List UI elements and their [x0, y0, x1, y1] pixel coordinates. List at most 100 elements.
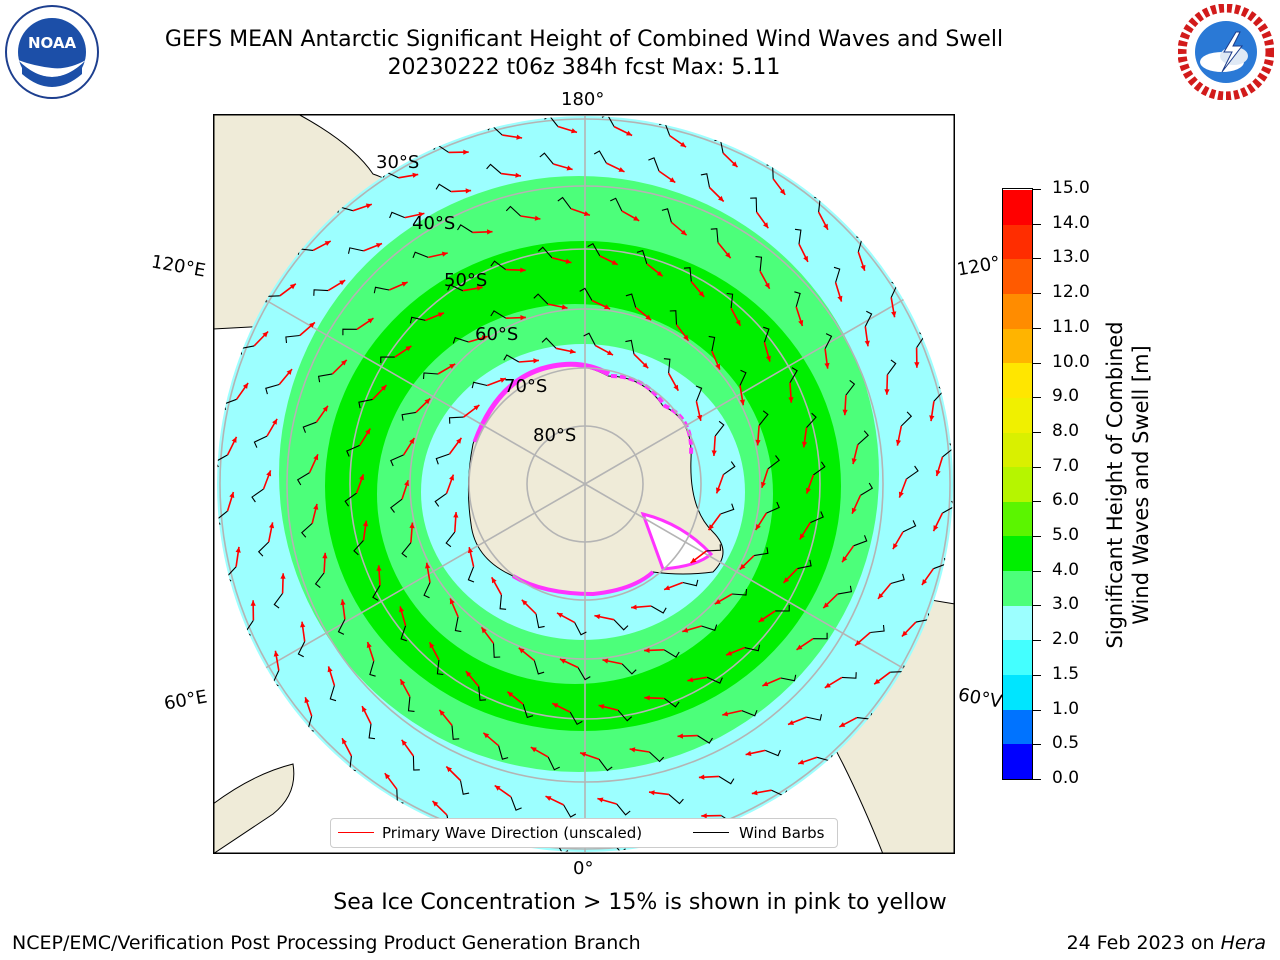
- wind-barb: [313, 289, 329, 296]
- wind-barb: [890, 573, 905, 585]
- wind-barb: [314, 572, 325, 589]
- wind-barb: [720, 503, 735, 515]
- wind-barb: [775, 605, 790, 612]
- wind-barb: [353, 540, 364, 556]
- wind-barb: [574, 622, 587, 636]
- colorbar-title: Significant Height of Combined Wind Wave…: [1102, 321, 1154, 648]
- lon-label-top: 180°: [561, 89, 605, 110]
- wave-arrow-head: [798, 320, 804, 326]
- wave-arrow-head: [598, 704, 605, 710]
- lat-label-70s: 70°S: [504, 376, 548, 397]
- wave-arrow-head: [313, 503, 319, 510]
- wave-arrow-head: [429, 642, 435, 649]
- colorbar-tick-label: 10.0: [1052, 351, 1090, 372]
- wave-arrow-head: [629, 747, 636, 753]
- wave-arrow-head: [764, 282, 770, 289]
- wave-arrow-head: [779, 188, 786, 195]
- colorbar-segment: [1003, 709, 1032, 745]
- wind-barb: [368, 723, 376, 740]
- wave-arrow-head: [571, 128, 577, 134]
- wind-barb: [718, 775, 735, 785]
- wave-arrow-head: [449, 474, 454, 481]
- wind-barb: [625, 339, 635, 355]
- wind-barb: [373, 286, 390, 294]
- wave-arrow-head: [798, 759, 805, 765]
- wave-arrow-head: [914, 362, 920, 368]
- colorbar-segment: [1003, 605, 1032, 641]
- wind-barb: [301, 522, 313, 538]
- wave-arrow-head: [788, 397, 794, 403]
- wind-barb: [683, 267, 692, 282]
- lat-label-80s: 80°S: [533, 425, 577, 446]
- wind-barb: [902, 520, 917, 533]
- chart-title: GEFS MEAN Antarctic Significant Height o…: [164, 27, 1004, 52]
- wave-arrow-head: [758, 616, 765, 622]
- colorbar-tick-label: 3.0: [1052, 594, 1080, 615]
- wave-arrow-head: [409, 522, 415, 529]
- wave-arrow-head: [935, 470, 941, 476]
- wind-barb: [714, 420, 725, 437]
- wave-arrow-head: [380, 385, 387, 391]
- wave-arrow-head: [799, 533, 805, 540]
- wave-arrow-head: [783, 577, 790, 583]
- colorbar-segment: [1003, 189, 1032, 225]
- wave-arrow-head: [895, 439, 901, 446]
- wave-arrow-head: [682, 627, 689, 633]
- wind-barb: [870, 624, 885, 634]
- wave-arrow-head: [607, 350, 613, 356]
- colorbar-segment: [1003, 501, 1032, 537]
- wave-arrow-head: [698, 774, 705, 780]
- wave-arrow-head: [401, 281, 408, 287]
- wave-arrow-head: [669, 177, 676, 183]
- wind-barb: [723, 461, 736, 476]
- colorbar-tick-label: 2.0: [1052, 629, 1080, 650]
- wind-barb: [780, 674, 797, 682]
- land-africa: [213, 763, 295, 854]
- wave-arrow-head: [664, 585, 670, 591]
- wind-barb: [864, 310, 873, 327]
- wave-arrow-head: [559, 659, 566, 664]
- wave-arrow-head: [806, 487, 811, 494]
- sea-ice-note: Sea Ice Concentration > 15% is shown in …: [333, 890, 947, 915]
- wind-barb: [265, 383, 280, 395]
- wind-barb: [251, 488, 264, 503]
- wind-barb: [372, 585, 381, 601]
- wave-arrow-head: [481, 627, 487, 634]
- wind-barb: [697, 735, 713, 744]
- wave-arrow-head: [644, 647, 650, 653]
- wave-arrow-head: [842, 409, 848, 416]
- wave-arrow-head: [751, 790, 758, 796]
- colorbar-tick: [1033, 189, 1041, 190]
- wind-barb: [810, 511, 824, 524]
- colorbar-segment: [1003, 397, 1032, 433]
- wave-arrow-head: [463, 149, 469, 155]
- wave-arrow-head: [714, 599, 721, 605]
- colorbar-segment: [1003, 328, 1032, 364]
- wave-arrow-head: [340, 599, 346, 606]
- wind-barb: [499, 594, 507, 610]
- wave-arrow-head: [304, 697, 310, 704]
- colorbar-tick: [1033, 744, 1041, 746]
- wave-arrow-head: [726, 650, 733, 656]
- wave-arrow-head: [400, 679, 406, 686]
- wind-barb: [813, 461, 826, 476]
- wind-barb: [754, 547, 769, 557]
- wind-barb: [569, 711, 583, 726]
- wave-arrow-head: [864, 340, 870, 347]
- wave-arrow-head: [552, 703, 559, 709]
- wind-barb: [302, 421, 317, 433]
- wind-barb: [510, 796, 522, 811]
- wave-arrow-head: [483, 732, 490, 739]
- wave-arrow-head: [901, 630, 908, 637]
- wave-arrow-head: [597, 797, 604, 803]
- noaa-logo-text: NOAA: [28, 34, 77, 52]
- wave-arrow-head: [735, 319, 741, 326]
- wind-barb: [824, 333, 833, 350]
- wind-barb: [587, 242, 601, 257]
- wave-arrow-head: [762, 681, 769, 687]
- wind-barb: [390, 454, 404, 467]
- wave-arrow-head: [453, 512, 459, 518]
- wave-arrow-head: [273, 650, 279, 657]
- lon-label-left-upper: 120°E: [149, 251, 208, 282]
- wave-arrow-head: [404, 480, 409, 487]
